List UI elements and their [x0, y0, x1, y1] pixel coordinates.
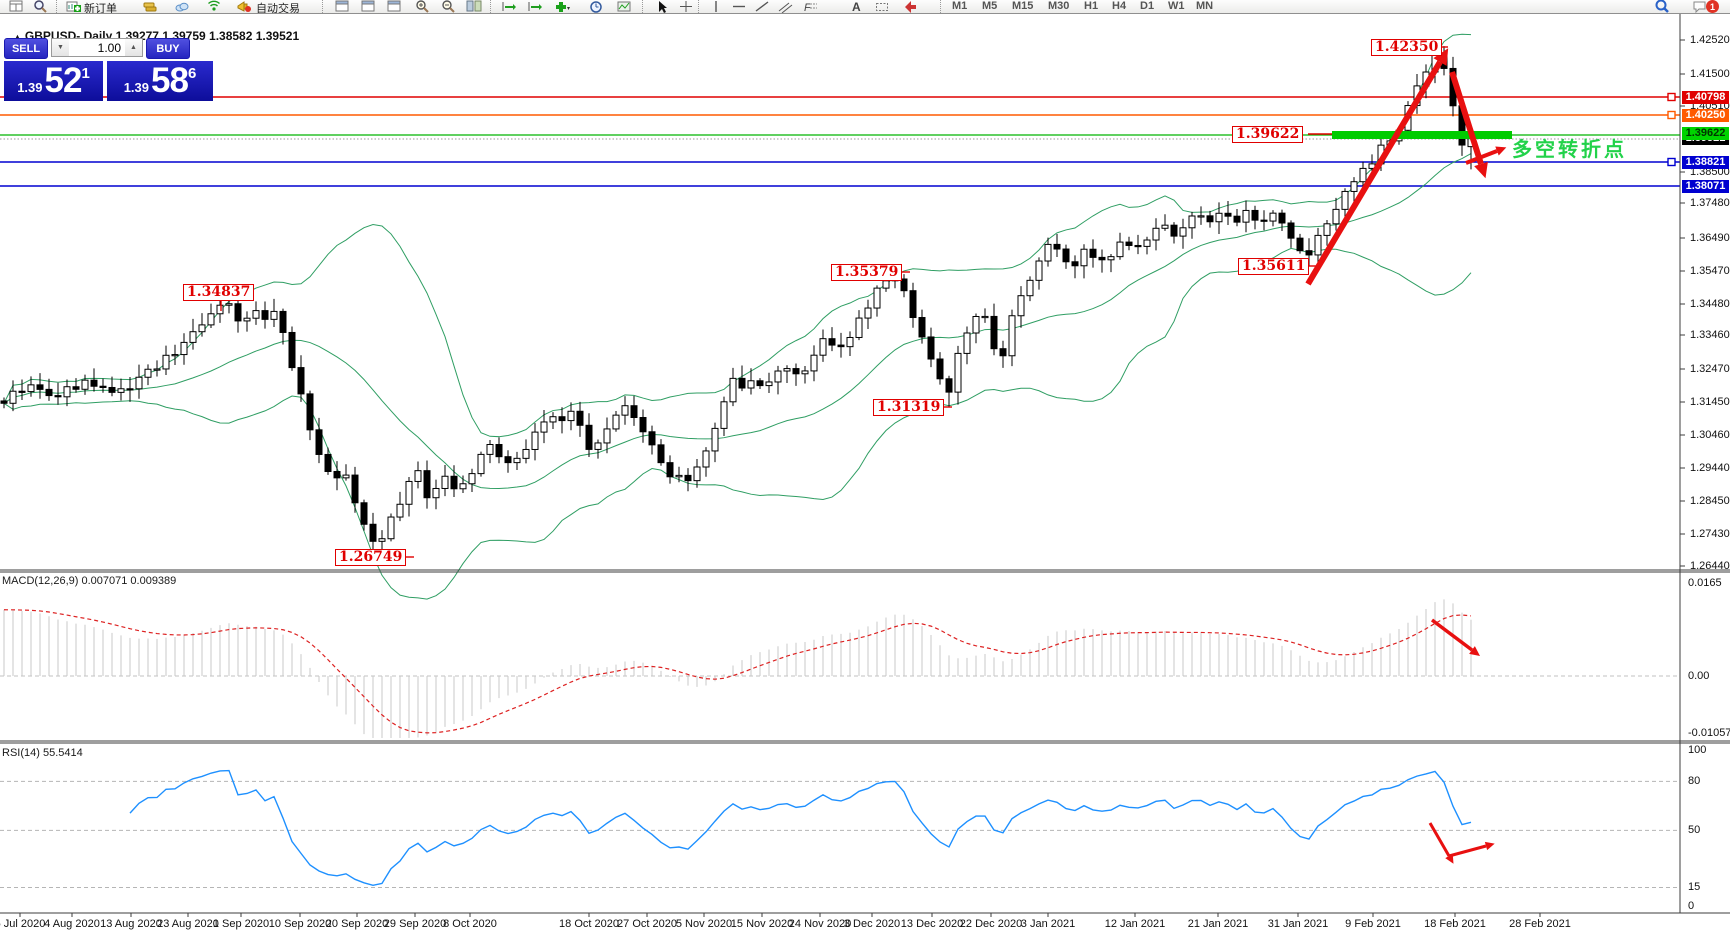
- auto-scroll-icon[interactable]: [524, 0, 544, 13]
- toolbar-separator: [322, 0, 324, 13]
- svg-text:A: A: [852, 0, 861, 14]
- new-chart-icon[interactable]: [332, 0, 352, 13]
- cloud-icon[interactable]: [172, 0, 192, 13]
- timeframe-m5[interactable]: M5: [982, 0, 998, 12]
- new-order-button-label[interactable]: 新订单: [84, 3, 117, 14]
- timeframe-w1[interactable]: W1: [1168, 0, 1185, 12]
- trendline-tool[interactable]: [752, 0, 772, 13]
- vline-tool[interactable]: [706, 0, 726, 13]
- market-watch-icon[interactable]: [30, 0, 50, 13]
- volume-up-button[interactable]: ▲: [125, 39, 142, 56]
- sell-price-box[interactable]: 1.39 52 1: [4, 61, 103, 101]
- template-icon[interactable]: [614, 0, 634, 13]
- sell-price-big: 52: [44, 61, 83, 100]
- text-tool[interactable]: A: [846, 0, 866, 14]
- buy-price-big: 58: [151, 61, 189, 100]
- timeframe-h1[interactable]: H1: [1084, 0, 1099, 12]
- notifications-icon[interactable]: [1690, 0, 1710, 13]
- volume-value[interactable]: 1.00: [97, 40, 121, 55]
- tile-vertical-icon[interactable]: [384, 0, 404, 13]
- toolbar-separator: [642, 0, 644, 13]
- arrows-tool[interactable]: [900, 0, 920, 13]
- buy-price-sup: 6: [187, 65, 197, 82]
- autotrade-button-label[interactable]: 自动交易: [256, 3, 300, 14]
- toolbar-separator: [490, 0, 492, 13]
- timeframe-d1[interactable]: D1: [1140, 0, 1155, 12]
- chart-shift-icon[interactable]: [498, 0, 518, 13]
- timeframe-m30[interactable]: M30: [1048, 0, 1070, 12]
- svg-text:F: F: [804, 2, 812, 14]
- one-click-trade-panel: SELL ▼ 1.00 ▲ BUY: [4, 38, 190, 59]
- toolbar-separator: [698, 0, 700, 13]
- add-indicator-button[interactable]: [552, 0, 572, 13]
- buy-price-box[interactable]: 1.39 58 6: [107, 61, 213, 101]
- window-icon[interactable]: [6, 0, 26, 13]
- timeframe-m1[interactable]: M1: [952, 0, 968, 12]
- autotrade-button[interactable]: [234, 0, 254, 13]
- signal-icon[interactable]: [204, 0, 224, 13]
- notification-badge: 1: [1706, 0, 1719, 13]
- zoom-out-icon[interactable]: [438, 0, 458, 13]
- buy-price-head: 1.39: [123, 79, 150, 95]
- sell-price-head: 1.39: [17, 79, 43, 95]
- zoom-in-icon[interactable]: [412, 0, 432, 13]
- period-clock-icon[interactable]: [586, 0, 606, 13]
- channel-tool[interactable]: [775, 0, 795, 13]
- timeframe-m15[interactable]: M15: [1012, 0, 1034, 12]
- search-icon[interactable]: [1652, 0, 1672, 13]
- sell-button[interactable]: SELL: [4, 38, 48, 59]
- timeframe-mn[interactable]: MN: [1196, 0, 1214, 12]
- volume-down-button[interactable]: ▼: [52, 39, 69, 56]
- new-order-button[interactable]: [64, 0, 84, 13]
- toolbar-separator: [940, 0, 942, 13]
- gold-icon[interactable]: [140, 0, 160, 13]
- fibo-tool[interactable]: F: [800, 0, 820, 14]
- cursor-tool[interactable]: [652, 0, 672, 13]
- tile-charts-icon[interactable]: [464, 0, 484, 13]
- volume-stepper[interactable]: ▼ 1.00 ▲: [51, 38, 143, 57]
- toolbar: 新订单 自动交易 F A M1 M5 M15 M30 H1 H4 D1 W1 MN: [0, 0, 1730, 14]
- toolbar-separator: [56, 0, 58, 13]
- buy-button[interactable]: BUY: [146, 38, 190, 59]
- tile-horizontal-icon[interactable]: [358, 0, 378, 13]
- hline-tool[interactable]: [729, 0, 749, 13]
- crosshair-tool[interactable]: [676, 0, 696, 13]
- label-tool[interactable]: [872, 0, 892, 13]
- timeframe-h4[interactable]: H4: [1112, 0, 1127, 12]
- sell-price-sup: 1: [81, 65, 90, 82]
